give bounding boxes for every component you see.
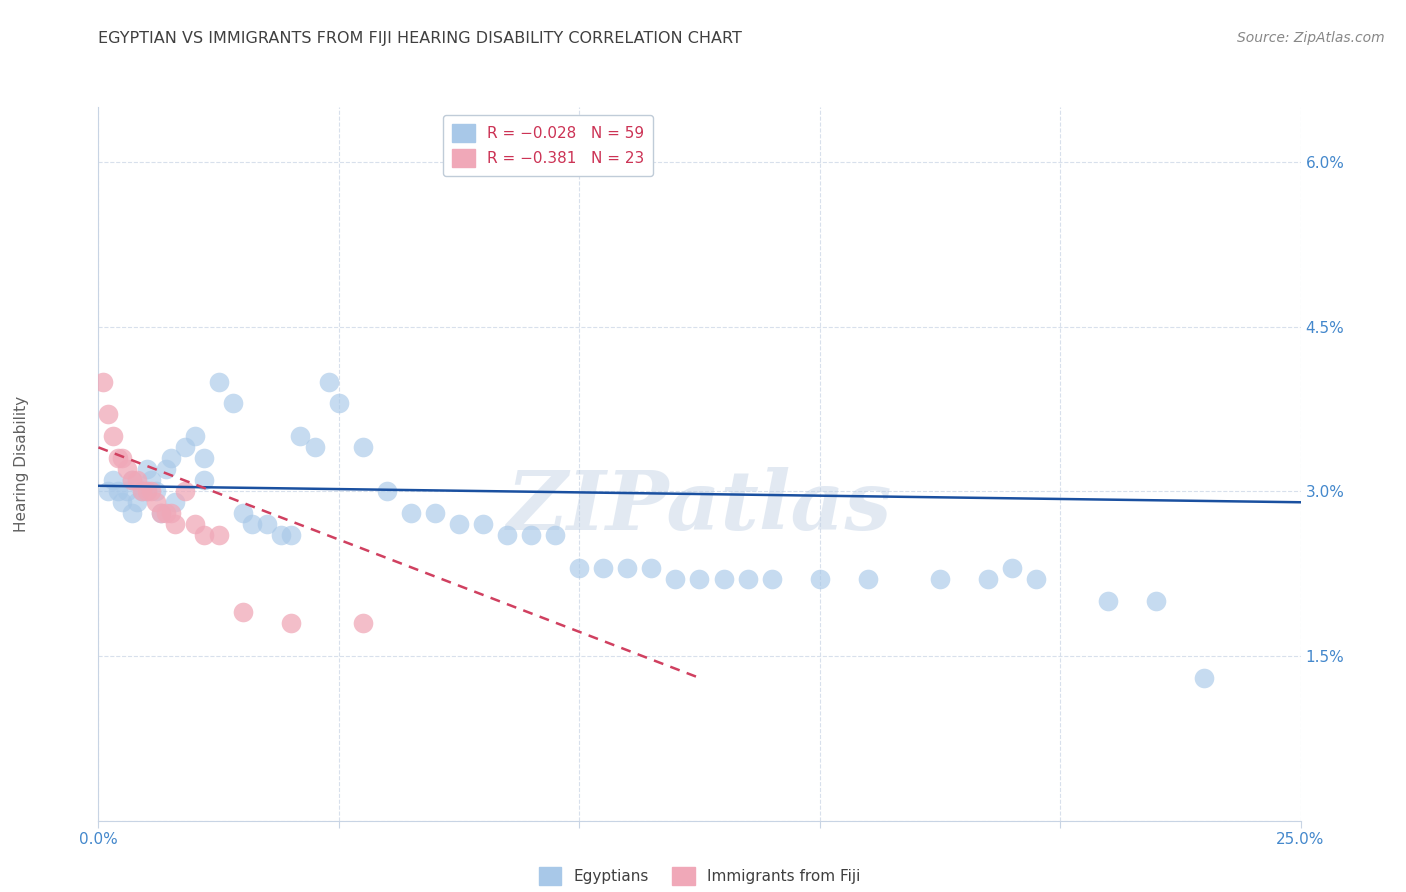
Text: EGYPTIAN VS IMMIGRANTS FROM FIJI HEARING DISABILITY CORRELATION CHART: EGYPTIAN VS IMMIGRANTS FROM FIJI HEARING… <box>98 31 742 46</box>
Point <box>117 462 139 476</box>
Point <box>111 451 134 466</box>
Point <box>155 506 177 520</box>
Point <box>121 473 143 487</box>
Point <box>375 484 398 499</box>
Point <box>159 506 181 520</box>
Point <box>472 517 495 532</box>
Point <box>232 506 254 520</box>
Point <box>141 473 163 487</box>
Point <box>165 517 187 532</box>
Point <box>91 375 114 389</box>
Point <box>208 528 231 542</box>
Point <box>856 572 879 586</box>
Point <box>149 506 172 520</box>
Point <box>318 375 340 389</box>
Point <box>240 517 263 532</box>
Point <box>135 462 157 476</box>
Point <box>121 473 143 487</box>
Point <box>111 495 134 509</box>
Point <box>496 528 519 542</box>
Legend: Egyptians, Immigrants from Fiji: Egyptians, Immigrants from Fiji <box>533 861 866 891</box>
Point <box>304 441 326 455</box>
Point <box>101 429 124 443</box>
Point <box>183 429 205 443</box>
Point <box>1025 572 1047 586</box>
Point <box>592 561 614 575</box>
Point <box>165 495 187 509</box>
Point <box>761 572 783 586</box>
Point <box>568 561 591 575</box>
Point <box>125 473 148 487</box>
Point <box>280 615 302 630</box>
Point <box>977 572 1000 586</box>
Point <box>135 484 157 499</box>
Point <box>1144 594 1167 608</box>
Point <box>544 528 567 542</box>
Point <box>193 451 215 466</box>
Point <box>159 451 181 466</box>
Text: ZIPatlas: ZIPatlas <box>506 467 893 547</box>
Point <box>616 561 638 575</box>
Point <box>141 484 163 499</box>
Point <box>97 484 120 499</box>
Point <box>270 528 292 542</box>
Point <box>737 572 759 586</box>
Point <box>131 484 153 499</box>
Point <box>1194 671 1216 685</box>
Point <box>107 451 129 466</box>
Point <box>135 484 157 499</box>
Point <box>447 517 470 532</box>
Point <box>423 506 446 520</box>
Point <box>328 396 350 410</box>
Point <box>125 495 148 509</box>
Point <box>131 484 153 499</box>
Point <box>193 473 215 487</box>
Point <box>280 528 302 542</box>
Point <box>290 429 312 443</box>
Point <box>256 517 278 532</box>
Point <box>928 572 950 586</box>
Point <box>149 506 172 520</box>
Point <box>222 396 245 410</box>
Y-axis label: Hearing Disability: Hearing Disability <box>14 396 30 532</box>
Point <box>352 615 374 630</box>
Point <box>174 484 197 499</box>
Point <box>232 605 254 619</box>
Point <box>145 484 167 499</box>
Text: Source: ZipAtlas.com: Source: ZipAtlas.com <box>1237 31 1385 45</box>
Point <box>117 484 139 499</box>
Point <box>145 495 167 509</box>
Point <box>688 572 710 586</box>
Point <box>1001 561 1024 575</box>
Point <box>208 375 231 389</box>
Point <box>713 572 735 586</box>
Point <box>155 462 177 476</box>
Point <box>101 473 124 487</box>
Point <box>174 441 197 455</box>
Point <box>640 561 662 575</box>
Point <box>520 528 543 542</box>
Point <box>352 441 374 455</box>
Point <box>808 572 831 586</box>
Point <box>107 484 129 499</box>
Point <box>193 528 215 542</box>
Point <box>97 408 120 422</box>
Point <box>121 506 143 520</box>
Point <box>183 517 205 532</box>
Point <box>1097 594 1119 608</box>
Point <box>399 506 422 520</box>
Point <box>664 572 686 586</box>
